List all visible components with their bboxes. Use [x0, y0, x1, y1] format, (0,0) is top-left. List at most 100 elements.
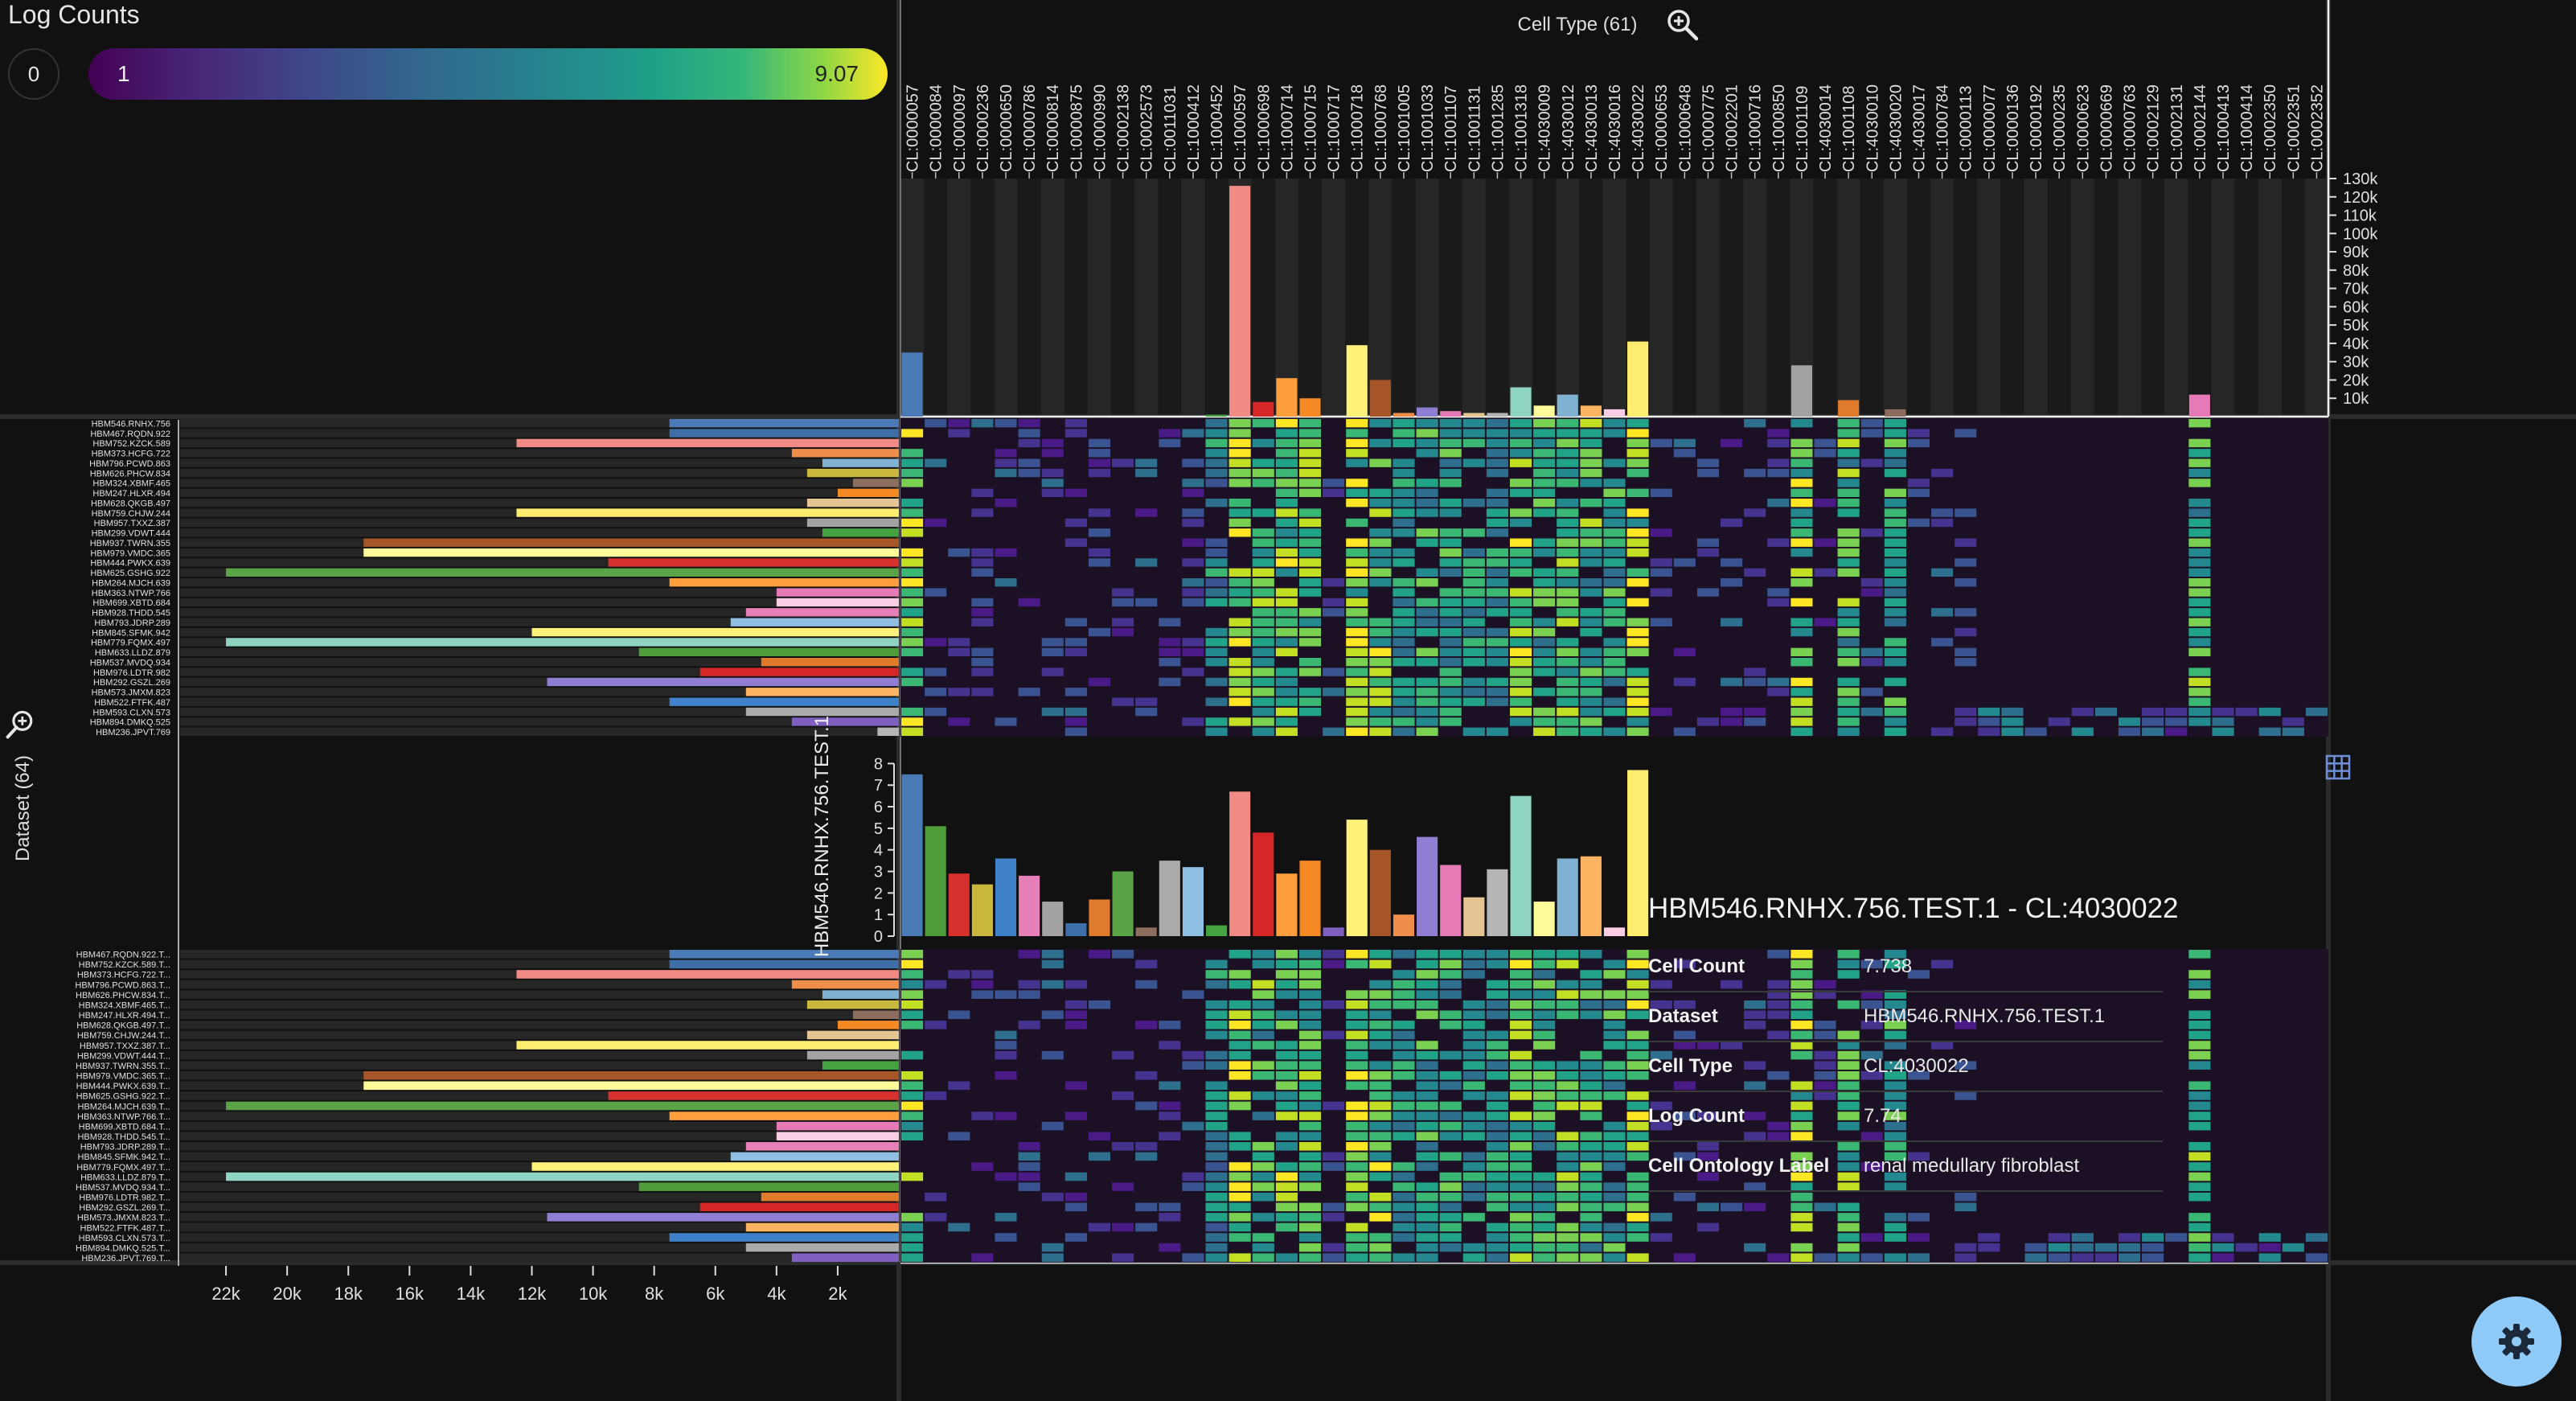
- heatmap-cell: [995, 419, 1017, 428]
- column-label: CL:4030014: [1817, 84, 1835, 172]
- heatmap-cell: [1159, 1041, 1181, 1050]
- heatmap-cell: [1064, 618, 1087, 627]
- dataset-bar: [226, 638, 899, 647]
- heatmap-cell: [1533, 1132, 1556, 1141]
- heatmap-cell: [1650, 980, 1672, 989]
- heatmap-cell: [1650, 1233, 1672, 1242]
- heatmap-cell: [1369, 419, 1392, 428]
- heatmap-cell: [1603, 1182, 1626, 1191]
- heatmap-cell: [1767, 1132, 1790, 1141]
- heatmap-cell: [1369, 1091, 1392, 1100]
- legend-zero-swatch: 0: [8, 48, 59, 100]
- heatmap-cell: [1393, 588, 1415, 597]
- heatmap-cell: [1229, 479, 1251, 487]
- heatmap-cell: [1486, 598, 1508, 607]
- heatmap-cell: [1557, 479, 1579, 487]
- heatmap-cell: [901, 1111, 924, 1120]
- heatmap-cell: [901, 1121, 924, 1131]
- heatmap-cell: [1533, 548, 1556, 557]
- settings-button[interactable]: [2471, 1296, 2562, 1387]
- zoom-y-button[interactable]: [5, 708, 37, 740]
- heatmap-cell: [1275, 727, 1298, 736]
- heatmap-cell: [2212, 707, 2234, 717]
- heatmap-cell: [1603, 1222, 1626, 1232]
- heatmap-cell: [1533, 568, 1556, 577]
- heatmap-cell: [1135, 558, 1158, 567]
- zoom-in-icon: [6, 710, 33, 739]
- heatmap-cell: [1205, 578, 1228, 587]
- heatmap-cell: [1626, 458, 1649, 467]
- dataset-bar: [669, 419, 899, 428]
- heatmap-cell: [1159, 1132, 1181, 1141]
- heatmap-cell: [2188, 499, 2211, 507]
- heatmap-cell: [925, 588, 947, 597]
- heatmap-cell: [1439, 970, 1462, 979]
- heatmap-cell: [1790, 458, 1813, 467]
- heatmap-cell: [1346, 1253, 1368, 1262]
- heatmap-cell: [1439, 627, 1462, 637]
- heatmap-cell: [1580, 588, 1602, 597]
- cell-type-bar: [1205, 414, 1228, 417]
- heatmap-cell: [948, 688, 970, 696]
- heatmap-cell: [1557, 1000, 1579, 1009]
- heatmap-cell: [1673, 1253, 1696, 1262]
- heatmap-cell: [1603, 1202, 1626, 1212]
- heatmap-cell: [1205, 568, 1228, 577]
- column-label: CL:0000235: [2051, 84, 2069, 172]
- heatmap-cell: [1205, 1152, 1228, 1161]
- heatmap-cell: [1557, 458, 1579, 467]
- heatmap-cell: [1369, 508, 1392, 517]
- heatmap-cell: [1626, 638, 1649, 647]
- dataset-bar: [745, 608, 899, 617]
- zoom-x-button[interactable]: [1664, 6, 1700, 42]
- heatmap-cell: [1580, 1000, 1602, 1009]
- heatmap-cell: [1557, 658, 1579, 667]
- heatmap-cell: [1393, 1061, 1415, 1070]
- heatmap-cell: [1462, 970, 1485, 979]
- heatmap-cell: [1439, 950, 1462, 959]
- heatmap-cell: [1557, 608, 1579, 617]
- heatmap-cell: [1533, 668, 1556, 676]
- heatmap-cell: [2048, 717, 2070, 726]
- heatmap-cell: [1229, 1172, 1251, 1181]
- grid-toggle-button[interactable]: [2325, 754, 2351, 780]
- heatmap-cell: [1416, 1202, 1438, 1212]
- cell-type-bar: [1580, 405, 1602, 417]
- heatmap-cell: [1393, 638, 1415, 647]
- heatmap-cell: [1416, 1050, 1438, 1060]
- heatmap-cell: [1018, 1182, 1040, 1191]
- heatmap-cell: [1275, 1091, 1298, 1100]
- heatmap-cell: [925, 688, 947, 696]
- heatmap-cell: [1462, 438, 1485, 448]
- heatmap-cell: [1416, 959, 1438, 969]
- expanded-row-bar: [1042, 902, 1064, 936]
- column-label: CL:1001033: [1419, 84, 1437, 172]
- heatmap-cell: [1790, 1192, 1813, 1202]
- heatmap-cell: [901, 990, 924, 999]
- heatmap-cell: [1557, 1202, 1579, 1212]
- heatmap-cell: [1369, 538, 1392, 547]
- y-axis-tick-label: 80k: [2343, 262, 2369, 280]
- y-axis-title: Dataset (64): [12, 755, 34, 861]
- heatmap-cell: [1205, 1182, 1228, 1191]
- heatmap-cell: [1790, 1182, 1813, 1191]
- heatmap-cell: [1884, 727, 1906, 736]
- heatmap-cell: [1369, 688, 1392, 696]
- heatmap-cell: [2188, 518, 2211, 528]
- heatmap-cell: [925, 518, 947, 528]
- heatmap-cell: [1790, 1101, 1813, 1111]
- heatmap-cell: [1837, 1061, 1860, 1070]
- heatmap-cell: [1721, 980, 1743, 989]
- heatmap-cell: [1533, 1021, 1556, 1029]
- heatmap-cell: [1393, 468, 1415, 478]
- heatmap-cell: [1416, 538, 1438, 547]
- heatmap-cell: [1369, 1202, 1392, 1212]
- heatmap-cell: [1533, 429, 1556, 438]
- cell-type-bar: [1417, 407, 1438, 417]
- heatmap-cell: [901, 598, 924, 607]
- heatmap-cell: [1018, 990, 1040, 999]
- heatmap-cell: [901, 638, 924, 647]
- heatmap-cell: [1509, 568, 1532, 577]
- heatmap-cell: [2188, 707, 2211, 717]
- heatmap-grid[interactable]: [900, 418, 2328, 1263]
